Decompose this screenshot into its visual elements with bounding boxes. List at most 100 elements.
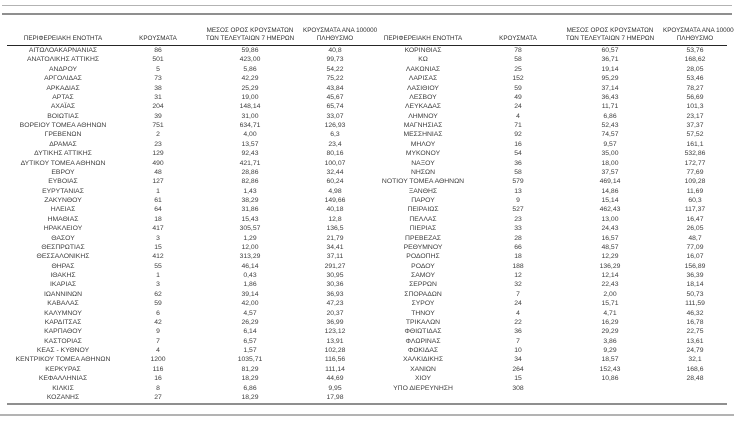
cell-region: ΠΕΙΡΑΙΩΣ bbox=[407, 206, 439, 214]
cell-region: ΙΩΑΝΝΙΝΩΝ bbox=[43, 290, 83, 298]
cell-cases: 4 bbox=[156, 347, 160, 355]
table-row: ΣΑΜΟΥ 12 12,14 36,39 bbox=[367, 271, 727, 280]
cell-region: ΣΠΟΡΑΔΩΝ bbox=[404, 290, 442, 298]
table-row: ΦΘΙΩΤΙΔΑΣ 36 29,29 22,75 bbox=[367, 327, 727, 336]
cell-cases: 264 bbox=[512, 365, 524, 373]
cell-per-100k: 100,07 bbox=[324, 159, 346, 167]
cell-cases: 527 bbox=[512, 206, 524, 214]
cell-per-100k: 24,79 bbox=[686, 347, 704, 355]
cell-cases: 55 bbox=[154, 262, 162, 270]
header-avg-7days: ΜΕΣΟΣ ΟΡΟΣ ΚΡΟΥΣΜΑΤΩΝ ΤΩΝ ΤΕΛΕΥΤΑΙΩΝ 7 ΗΜ… bbox=[557, 27, 663, 46]
cell-avg-7days: 29,29 bbox=[601, 328, 619, 336]
cell-per-100k bbox=[663, 384, 727, 393]
header-line: ΤΩΝ ΤΕΛΕΥΤΑΙΩΝ 7 ΗΜΕΡΩΝ bbox=[205, 35, 295, 43]
cell-avg-7days: 12,00 bbox=[241, 243, 259, 251]
cell-region: ΤΡΙΚΑΛΩΝ bbox=[405, 318, 441, 326]
cell-region: ΚΑΛΥΜΝΟΥ bbox=[44, 309, 82, 317]
table-row: ΚΕΝΤΡΙΚΟΥ ΤΟΜΕΑ ΑΘΗΝΩΝ 1200 1035,71 116,56 bbox=[7, 355, 367, 364]
cell-avg-7days bbox=[557, 384, 663, 393]
cell-cases: 116 bbox=[152, 365, 164, 373]
cell-avg-7days: 19,00 bbox=[241, 93, 259, 101]
cell-per-100k: 30,95 bbox=[326, 272, 344, 280]
cell-per-100k: 57,52 bbox=[686, 131, 704, 139]
cell-cases: 9 bbox=[516, 197, 520, 205]
table-row: ΧΙΟΥ 15 10,86 28,48 bbox=[367, 374, 727, 383]
table-row: ΦΛΩΡΙΝΑΣ 7 3,86 13,61 bbox=[367, 337, 727, 346]
cell-region: ΚΟΡΙΝΘΙΑΣ bbox=[404, 47, 442, 55]
table-row: ΑΧΑΪΑΣ 204 148,14 65,74 bbox=[7, 102, 367, 111]
cell-per-100k: 11,69 bbox=[686, 187, 704, 195]
cell-cases: 23 bbox=[514, 215, 522, 223]
table-row: ΡΕΘΥΜΝΟΥ 66 48,57 77,09 bbox=[367, 243, 727, 252]
cell-cases: 188 bbox=[512, 262, 524, 270]
table-row: ΛΗΜΝΟΥ 4 6,86 23,17 bbox=[367, 112, 727, 121]
cell-per-100k: 168,62 bbox=[684, 56, 706, 64]
cell-per-100k: 23,4 bbox=[328, 140, 342, 148]
cell-per-100k: 28,48 bbox=[686, 375, 704, 383]
table-row: ΚΑΡΔΙΤΣΑΣ 42 26,29 36,99 bbox=[7, 318, 367, 327]
table-row: ΗΡΑΚΛΕΙΟΥ 417 305,57 136,5 bbox=[7, 224, 367, 233]
cell-cases: 15 bbox=[154, 243, 162, 251]
cell-per-100k: 34,41 bbox=[326, 243, 344, 251]
cell-avg-7days: 6,14 bbox=[243, 328, 257, 336]
table-row: ΝΟΤΙΟΥ ΤΟΜΕΑ ΑΘΗΝΩΝ 579 469,14 109,28 bbox=[367, 177, 727, 186]
cell-region: ΔΥΤΙΚΗΣ ΑΤΤΙΚΗΣ bbox=[34, 150, 92, 158]
cell-cases: 18 bbox=[514, 253, 522, 261]
cell-per-100k: 33,07 bbox=[326, 112, 344, 120]
cell-cases: 33 bbox=[514, 225, 522, 233]
cell-avg-7days: 36,71 bbox=[601, 56, 619, 64]
cell-region: ΛΑΚΩΝΙΑΣ bbox=[405, 65, 441, 73]
table-row: ΡΟΔΟΥ 188 136,29 156,89 bbox=[367, 262, 727, 271]
cell-region: ΗΡΑΚΛΕΙΟΥ bbox=[43, 225, 83, 233]
cell-avg-7days: 313,29 bbox=[239, 253, 261, 261]
cell-region: ΚΙΛΚΙΣ bbox=[52, 384, 74, 392]
cell-per-100k: 26,05 bbox=[686, 225, 704, 233]
cell-cases: 501 bbox=[152, 56, 164, 64]
cell-region: ΑΝΔΡΟΥ bbox=[48, 65, 78, 73]
cell-avg-7days: 4,71 bbox=[603, 309, 617, 317]
cell-region: ΠΙΕΡΙΑΣ bbox=[409, 225, 437, 233]
cell-cases: 61 bbox=[154, 197, 162, 205]
table-body: ΚΟΡΙΝΘΙΑΣ 78 60,57 53,76 ΚΩ 58 36,71 168,62 ΛΑΚΩ… bbox=[367, 46, 727, 393]
cell-cases: 71 bbox=[514, 122, 522, 130]
cell-cases: 1200 bbox=[150, 356, 166, 364]
cell-per-100k: 109,28 bbox=[684, 178, 706, 186]
cell-cases: 579 bbox=[512, 178, 524, 186]
cell-avg-7days: 95,29 bbox=[601, 75, 619, 83]
cell-per-100k: 149,66 bbox=[324, 197, 346, 205]
cell-cases: 751 bbox=[152, 122, 164, 130]
cell-region: ΒΟΡΕΙΟΥ ΤΟΜΕΑ ΑΘΗΝΩΝ bbox=[19, 122, 107, 130]
table-row: ΚΑΣΤΟΡΙΑΣ 7 6,57 13,91 bbox=[7, 337, 367, 346]
cell-per-100k: 48,7 bbox=[688, 234, 702, 242]
cell-per-100k: 116,56 bbox=[324, 356, 346, 364]
cell-per-100k: 36,93 bbox=[326, 290, 344, 298]
table-row: ΒΟΙΩΤΙΑΣ 39 31,00 33,07 bbox=[7, 112, 367, 121]
header-line: ΠΕΡΙΦΕΡΕΙΑΚΗ ΕΝΟΤΗΤΑ bbox=[383, 35, 463, 43]
cell-per-100k: 172,77 bbox=[684, 159, 706, 167]
cell-per-100k: 77,69 bbox=[686, 168, 704, 176]
cell-per-100k: 16,78 bbox=[686, 318, 704, 326]
cell-cases: 152 bbox=[512, 75, 524, 83]
table-row: ΣΥΡΟΥ 24 15,71 111,59 bbox=[367, 299, 727, 308]
table-row: ΚΑΒΑΛΑΣ 59 42,00 47,23 bbox=[7, 299, 367, 308]
table-row: ΧΑΛΚΙΔΙΚΗΣ 34 18,57 32,1 bbox=[367, 355, 727, 364]
cell-avg-7days: 13,00 bbox=[601, 215, 619, 223]
cell-per-100k: 44,69 bbox=[326, 375, 344, 383]
header-region: ΠΕΡΙΦΕΡΕΙΑΚΗ ΕΝΟΤΗΤΑ bbox=[367, 27, 479, 46]
cell-region: ΜΕΣΣΗΝΙΑΣ bbox=[403, 131, 443, 139]
cell-avg-7days: 13,57 bbox=[241, 140, 259, 148]
cell-avg-7days: 1,57 bbox=[243, 347, 257, 355]
cell-per-100k: 156,89 bbox=[684, 262, 706, 270]
cell-avg-7days: 35,00 bbox=[601, 150, 619, 158]
cell-cases: 59 bbox=[154, 300, 162, 308]
table-row: ΕΒΡΟΥ 48 28,86 32,44 bbox=[7, 168, 367, 177]
cell-region: ΧΑΝΙΩΝ bbox=[410, 365, 436, 373]
table-header: ΠΕΡΙΦΕΡΕΙΑΚΗ ΕΝΟΤΗΤΑ ΚΡΟΥΣΜΑΤΑ ΜΕΣΟΣ ΟΡΟΣ … bbox=[367, 27, 734, 46]
cell-region: ΛΕΥΚΑΔΑΣ bbox=[405, 103, 441, 111]
table-row: ΘΗΡΑΣ 55 46,14 291,27 bbox=[7, 262, 367, 271]
cell-per-100k: 40,8 bbox=[328, 47, 342, 55]
header-cases: ΚΡΟΥΣΜΑΤΑ bbox=[479, 27, 557, 46]
cell-cases: 3 bbox=[156, 281, 160, 289]
cell-avg-7days: 6,86 bbox=[603, 112, 617, 120]
cell-region: ΣΥΡΟΥ bbox=[411, 300, 435, 308]
